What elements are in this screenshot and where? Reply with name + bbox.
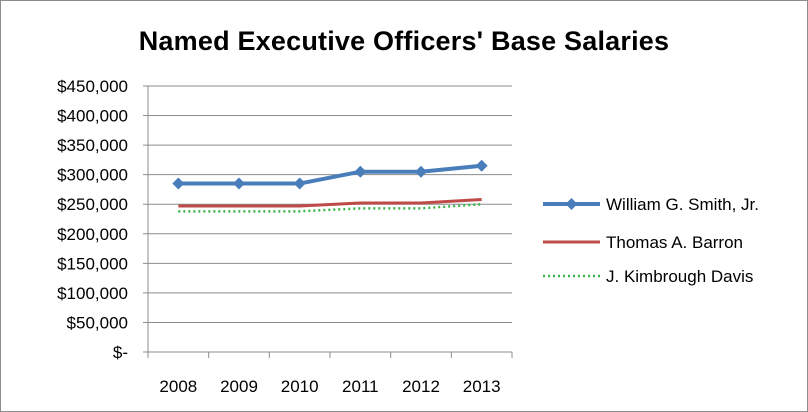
x-tick-label: 2012 (402, 377, 440, 396)
data-point (233, 177, 245, 190)
y-tick-label: $350,000 (57, 136, 128, 155)
series-line-0 (178, 163, 482, 186)
data-point (475, 159, 488, 172)
x-tick-label: 2009 (220, 377, 258, 396)
x-tick-label: 2011 (342, 377, 379, 396)
chart-title: Named Executive Officers' Base Salaries (138, 26, 670, 56)
legend-marker (565, 198, 578, 210)
series-line-1 (178, 197, 482, 208)
data-point (293, 177, 306, 190)
y-tick-label: $400,000 (57, 107, 128, 126)
y-tick-label: $- (113, 343, 128, 362)
y-tick-label: $200,000 (57, 225, 128, 244)
legend-label: J. Kimbrough Davis (606, 267, 753, 286)
y-tick-label: $300,000 (57, 166, 128, 185)
y-tick-label: $150,000 (57, 254, 128, 273)
series-line-2 (178, 202, 482, 213)
y-tick-label: $100,000 (57, 284, 128, 303)
y-tick-label: $50,000 (67, 313, 128, 332)
x-tick-label: 2008 (159, 377, 197, 396)
legend-label: William G. Smith, Jr. (606, 195, 759, 214)
y-tick-label: $450,000 (57, 77, 128, 96)
x-tick-label: 2013 (463, 377, 501, 396)
data-point (172, 177, 185, 190)
data-point (354, 165, 367, 178)
legend-label: Thomas A. Barron (606, 233, 743, 252)
x-tick-label: 2010 (281, 377, 319, 396)
data-point (415, 165, 427, 178)
y-tick-label: $250,000 (57, 195, 128, 214)
